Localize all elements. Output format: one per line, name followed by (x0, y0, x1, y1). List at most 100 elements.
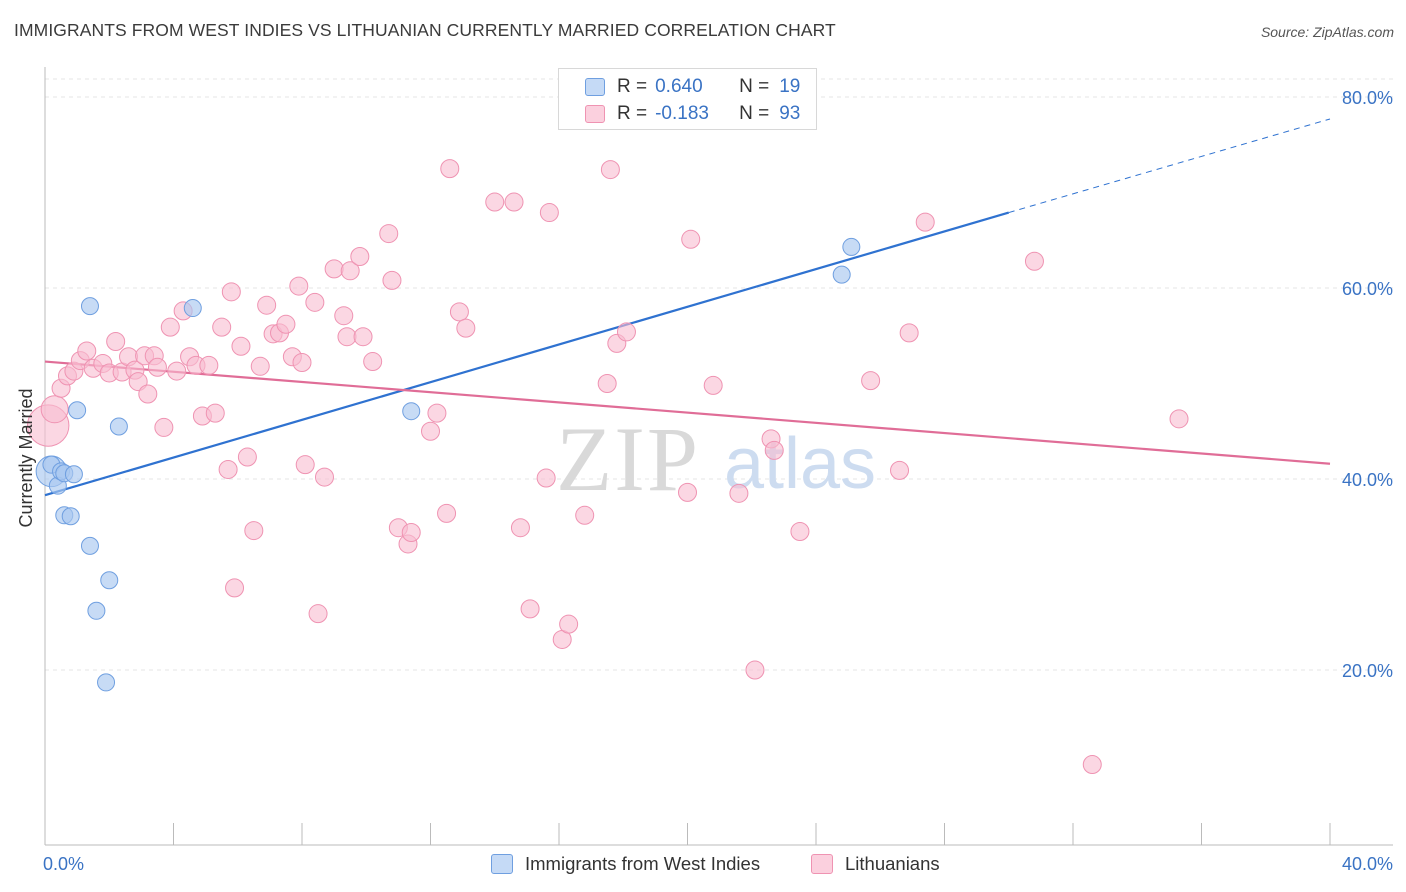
lithuanian-point (421, 421, 440, 441)
bottom-legend-west-indies: Immigrants from West Indies (491, 851, 760, 877)
lithuanian-point (616, 322, 636, 342)
watermark-atlas: atlas (724, 424, 876, 504)
lithuanians-points (27, 159, 1189, 775)
legend-row-west-indies: R = 0.640 N = 19 (585, 75, 800, 99)
y-tick-label: 80.0% (1342, 88, 1393, 108)
bottom-legend-lithuanians: Lithuanians (811, 851, 940, 877)
lithuanian-point (244, 521, 264, 541)
legend-r-label: R = (617, 103, 648, 124)
legend-n-label: N = (739, 76, 770, 97)
y-tick-label: 60.0% (1342, 279, 1393, 299)
lithuanian-point (504, 192, 524, 212)
lithuanian-point (456, 318, 476, 338)
lithuanian-point (1082, 755, 1102, 775)
legend-swatch-west-indies (585, 78, 605, 96)
west-indies-point (87, 601, 106, 620)
x-tick-label: 40.0% (1342, 854, 1393, 874)
lithuanian-point (539, 203, 559, 223)
lithuanian-point (231, 336, 251, 356)
lithuanian-point (510, 518, 530, 538)
lithuanian-point (237, 447, 257, 467)
legend-n-value: 93 (779, 103, 801, 124)
lithuanian-point (257, 295, 277, 315)
lithuanian-point (212, 317, 232, 337)
west-indies-point (183, 299, 202, 318)
west-indies-point (402, 402, 421, 421)
lithuanian-point (1169, 409, 1189, 429)
west-indies-trend-extension (1008, 118, 1331, 214)
axes (44, 67, 1393, 846)
lithuanian-point (154, 417, 174, 437)
lithuanian-point (437, 503, 457, 523)
lithuanian-point (308, 604, 328, 624)
lithuanian-point (729, 483, 749, 503)
lithuanian-point (890, 460, 910, 480)
lithuanian-point (106, 331, 126, 351)
lithuanian-point (440, 159, 460, 179)
lithuanian-point (449, 302, 469, 322)
west-indies-point (109, 417, 128, 436)
legend-n-label: N = (739, 103, 770, 124)
west-indies-point (61, 507, 80, 526)
lithuanian-point (334, 306, 354, 326)
lithuanian-point (915, 212, 935, 232)
correlation-legend: R = 0.640 N = 19 R = -0.183 N = 93 (558, 68, 817, 130)
lithuanian-point (160, 317, 180, 337)
west-indies-point (97, 673, 116, 692)
legend-r-value: 0.640 (655, 76, 703, 97)
lithuanian-point (276, 314, 296, 334)
lithuanian-point (536, 468, 556, 488)
lithuanian-point (40, 395, 69, 424)
grid-lines (45, 78, 1393, 671)
legend-r-label: R = (617, 76, 648, 97)
trend-lines (44, 118, 1331, 497)
lithuanian-point (520, 599, 540, 619)
lithuanian-point (427, 403, 447, 423)
lithuanian-point (363, 352, 383, 372)
west-indies-points (35, 237, 861, 692)
bottom-legend-swatch-lithuanians (811, 854, 833, 874)
lithuanian-point (292, 352, 312, 372)
lithuanian-point (575, 505, 595, 525)
lithuanian-point (790, 522, 810, 542)
lithuanians-trend-line (44, 360, 1331, 465)
west-indies-point (832, 265, 851, 284)
lithuanian-point (745, 660, 765, 680)
y-axis-label: Currently Married (16, 388, 36, 527)
legend-n-value: 19 (779, 76, 801, 97)
lithuanian-point (167, 361, 187, 381)
lithuanian-point (559, 614, 579, 634)
west-indies-point (80, 536, 99, 555)
bottom-legend-label-west-indies: Immigrants from West Indies (525, 853, 761, 874)
west-indies-point (64, 465, 83, 484)
lithuanian-point (324, 259, 344, 279)
y-tick-label: 20.0% (1342, 661, 1393, 681)
legend-row-lithuanians: R = -0.183 N = 93 (585, 102, 800, 126)
west-indies-point (100, 571, 119, 590)
lithuanian-point (600, 160, 620, 180)
lithuanian-point (314, 467, 334, 487)
watermark: ZIP atlas (556, 408, 876, 510)
lithuanian-point (379, 224, 399, 244)
west-indies-point (842, 237, 861, 256)
lithuanian-point (199, 355, 219, 375)
lithuanian-point (77, 341, 97, 361)
lithuanian-point (337, 327, 357, 347)
lithuanian-point (382, 270, 402, 290)
legend-swatch-lithuanians (585, 105, 605, 123)
lithuanian-point (485, 192, 505, 212)
watermark-zip: ZIP (556, 408, 700, 510)
lithuanian-point (678, 482, 697, 502)
bottom-legend-label-lithuanians: Lithuanians (845, 853, 940, 874)
tick-labels: 20.0% 40.0% 60.0% 80.0% 0.0% 40.0% (43, 88, 1393, 874)
west-indies-trend-line (44, 211, 1010, 497)
lithuanian-point (353, 327, 373, 347)
west-indies-point (68, 401, 87, 420)
x-tick-label: 0.0% (43, 854, 84, 874)
lithuanian-point (703, 375, 723, 395)
lithuanian-point (340, 261, 360, 281)
lithuanian-point (295, 455, 315, 475)
chart-title: IMMIGRANTS FROM WEST INDIES VS LITHUANIA… (14, 20, 836, 40)
lithuanian-point (305, 292, 325, 312)
